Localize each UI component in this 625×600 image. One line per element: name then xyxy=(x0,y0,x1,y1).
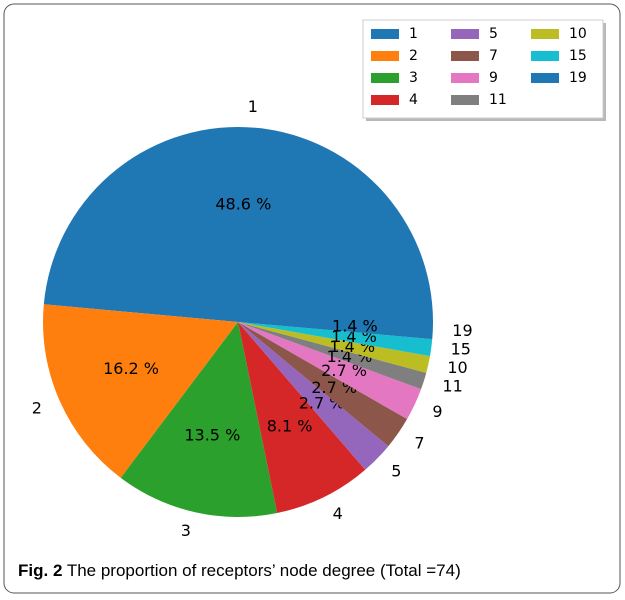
legend-swatch xyxy=(531,29,559,39)
slice-label: 11 xyxy=(442,376,462,395)
pie-slice xyxy=(238,322,427,390)
pie: 148.6 %216.2 %313.5 %48.1 %52.7 %72.7 %9… xyxy=(32,97,473,540)
value-label: 8.1 % xyxy=(267,417,313,436)
legend-label: 9 xyxy=(489,70,498,86)
slice-label: 7 xyxy=(414,434,424,453)
caption: Fig. 2 The proportion of receptors’ node… xyxy=(18,561,461,581)
legend-label: 2 xyxy=(409,48,418,64)
legend-swatch xyxy=(371,95,399,105)
legend: 1 2 3 4 5 7 9 11 10 15 19 xyxy=(362,19,606,121)
pie-slice xyxy=(238,322,422,420)
legend-label: 10 xyxy=(569,26,587,42)
legend-label: 1 xyxy=(409,26,418,42)
legend-swatch xyxy=(531,51,559,61)
pie-slice xyxy=(238,322,366,514)
slice-label: 4 xyxy=(333,504,343,523)
legend-swatch xyxy=(451,29,479,39)
legend-box xyxy=(362,19,604,119)
legend-swatch xyxy=(451,95,479,105)
legend-swatch xyxy=(451,73,479,83)
legend-swatch xyxy=(371,51,399,61)
pie-slice xyxy=(43,304,239,478)
legend-swatch xyxy=(371,29,399,39)
legend-swatch xyxy=(451,51,479,61)
pie-slice xyxy=(238,322,389,470)
legend-label: 3 xyxy=(409,70,418,86)
pie-slice xyxy=(238,322,433,357)
legend-swatch xyxy=(531,73,559,83)
pie-slice xyxy=(238,322,408,447)
slice-label: 9 xyxy=(432,402,442,421)
value-label: 2.7 % xyxy=(321,361,367,380)
slice-label: 3 xyxy=(181,521,191,540)
slice-label: 2 xyxy=(32,398,42,417)
pie-slice xyxy=(120,322,278,517)
legend-label: 11 xyxy=(489,92,507,108)
slice-label: 19 xyxy=(452,321,472,340)
frame xyxy=(3,3,621,594)
legend-label: 5 xyxy=(489,26,498,42)
pie-slice xyxy=(238,322,430,373)
pie-slice xyxy=(238,322,433,340)
slice-label: 1 xyxy=(248,97,258,116)
slice-label: 5 xyxy=(391,462,401,481)
legend-label: 7 xyxy=(489,48,498,64)
legend-label: 15 xyxy=(569,48,587,64)
slice-label: 10 xyxy=(447,358,467,377)
slice-label: 15 xyxy=(451,340,471,359)
value-label: 16.2 % xyxy=(103,359,159,378)
legend-label: 19 xyxy=(569,70,587,86)
legend-label: 4 xyxy=(409,92,418,108)
legend-swatch xyxy=(371,73,399,83)
pie-slice xyxy=(43,126,434,322)
value-label: 48.6 % xyxy=(215,195,271,214)
value-label: 1.4 % xyxy=(332,317,378,336)
value-label: 13.5 % xyxy=(184,426,240,445)
caption-text: The proportion of receptors’ node degree… xyxy=(66,561,461,580)
caption-label: Fig. 2 xyxy=(18,561,63,580)
